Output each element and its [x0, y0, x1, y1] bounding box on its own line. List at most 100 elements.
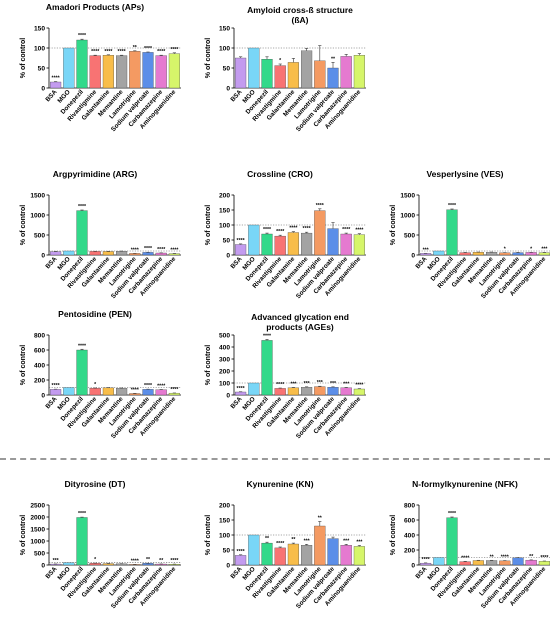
bar — [90, 251, 101, 255]
bar — [473, 252, 484, 255]
significance-label: **** — [316, 203, 325, 209]
bar — [275, 66, 286, 88]
bar — [354, 55, 365, 88]
bar — [328, 68, 339, 88]
y-tick-label: 0 — [41, 252, 45, 259]
significance-label: **** — [276, 382, 285, 388]
bar — [143, 252, 154, 255]
bar — [63, 251, 74, 255]
significance-label: **** — [52, 383, 61, 389]
bar — [301, 233, 312, 255]
significance-label: *** — [304, 381, 311, 387]
y-tick-label: 0 — [226, 85, 230, 92]
y-tick-label: 150 — [219, 517, 230, 524]
bar — [420, 563, 431, 565]
significance-label: **** — [448, 511, 457, 517]
bar — [262, 234, 273, 255]
bar — [103, 251, 114, 255]
y-axis-label: % of control — [20, 345, 27, 385]
significance-label: **** — [237, 549, 246, 555]
y-tick-label: 1500 — [30, 192, 45, 199]
bar — [460, 562, 471, 565]
significance-label: * — [94, 557, 97, 563]
significance-label: **** — [237, 386, 246, 392]
bar — [328, 229, 339, 255]
significance-label: *** — [290, 381, 297, 387]
significance-label: **** — [118, 49, 127, 55]
bar — [90, 388, 101, 395]
y-tick-label: 200 — [219, 192, 230, 199]
bar — [116, 251, 127, 255]
bar — [341, 234, 352, 255]
bar — [314, 61, 325, 88]
bar — [169, 54, 180, 88]
significance-label: **** — [170, 387, 179, 393]
bar — [513, 558, 524, 565]
significance-label: ** — [291, 537, 296, 543]
y-tick-label: 200 — [404, 547, 415, 554]
bar — [354, 546, 365, 565]
bar — [129, 394, 140, 396]
bar — [354, 235, 365, 255]
y-tick-label: 500 — [34, 550, 45, 557]
y-axis-label: % of control — [390, 205, 397, 245]
bar — [77, 517, 88, 565]
y-tick-label: 1000 — [400, 212, 415, 219]
y-axis-label: % of control — [20, 515, 27, 555]
y-axis-label: % of control — [20, 205, 27, 245]
bar — [103, 55, 114, 88]
significance-label: **** — [144, 383, 153, 389]
significance-label: **** — [78, 511, 87, 517]
y-tick-label: 800 — [34, 332, 45, 339]
chart-panel: Amyloid cross-ß structure (ßA) 0 50 100 150%… — [190, 2, 370, 142]
significance-label: *** — [53, 558, 60, 564]
significance-label: **** — [144, 46, 153, 52]
significance-label: *** — [330, 381, 337, 387]
bar — [420, 253, 431, 255]
chart-panel: Dityrosine (DT) 0 500 1000 1500 2000 2500% of … — [5, 479, 185, 619]
bar — [288, 233, 299, 256]
y-tick-label: 50 — [38, 65, 46, 72]
bar — [235, 555, 246, 565]
bar — [143, 389, 154, 395]
chart-panel: Vesperlysine (VES) 0 500 1000 1500% of contr… — [375, 169, 550, 309]
bar — [301, 51, 312, 88]
y-tick-label: 50 — [223, 547, 231, 554]
bar — [262, 340, 273, 395]
bar — [262, 59, 273, 88]
significance-label: **** — [144, 246, 153, 252]
y-tick-label: 100 — [219, 532, 230, 539]
significance-label: **** — [170, 47, 179, 53]
significance-label: ** — [265, 536, 270, 542]
y-tick-label: 500 — [34, 232, 45, 239]
y-tick-label: 100 — [219, 380, 230, 387]
significance-label: *** — [356, 540, 363, 546]
y-tick-label: 100 — [34, 45, 45, 52]
significance-label: ** — [318, 516, 323, 522]
bar — [235, 245, 246, 256]
y-tick-label: 500 — [219, 332, 230, 339]
y-axis-label: % of control — [205, 345, 212, 385]
bar — [433, 251, 444, 255]
bar — [341, 388, 352, 395]
significance-label: *** — [541, 246, 548, 252]
y-tick-label: 0 — [411, 562, 415, 569]
bar — [262, 543, 273, 565]
y-tick-label: 50 — [223, 65, 231, 72]
y-tick-label: 400 — [404, 532, 415, 539]
y-tick-label: 200 — [34, 377, 45, 384]
y-tick-label: 400 — [34, 362, 45, 369]
bar — [235, 392, 246, 395]
bar — [248, 535, 259, 565]
bar — [301, 387, 312, 395]
y-tick-label: 0 — [411, 252, 415, 259]
y-tick-label: 300 — [219, 356, 230, 363]
y-tick-label: 600 — [34, 347, 45, 354]
significance-label: **** — [52, 76, 61, 82]
bar — [341, 56, 352, 88]
bar — [341, 545, 352, 565]
y-tick-label: 1500 — [30, 526, 45, 533]
significance-label: **** — [237, 238, 246, 244]
significance-label: **** — [355, 228, 364, 234]
